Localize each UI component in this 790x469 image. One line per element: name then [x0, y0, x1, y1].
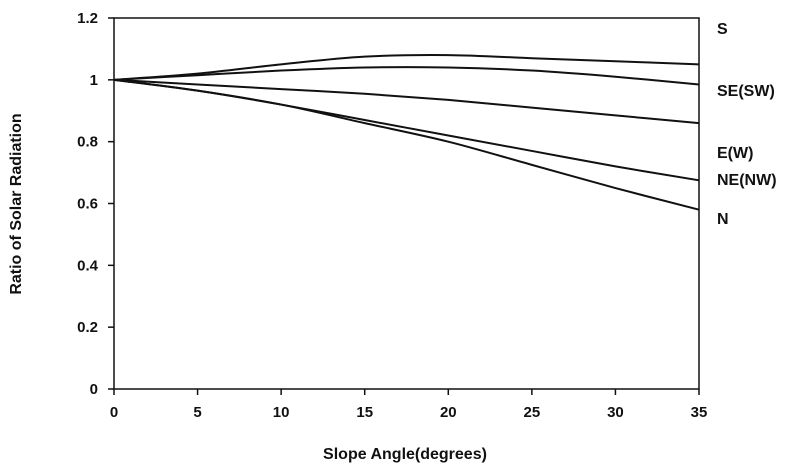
x-axis-title: Slope Angle(degrees) — [323, 446, 487, 463]
y-tick-label: 0 — [90, 381, 98, 398]
y-axis-ticks: 0 0.2 0.4 0.6 0.8 1 1.2 — [77, 10, 114, 398]
x-tick-label: 20 — [440, 404, 457, 421]
series-line-ne-nw — [113, 78, 700, 182]
series-line-n — [113, 78, 700, 211]
series-lines — [113, 54, 700, 211]
series-line-s — [113, 54, 700, 81]
series-line-e-w — [113, 78, 700, 125]
series-labels: S SE(SW) E(W) NE(NW) N — [717, 21, 777, 228]
series-label-s: S — [717, 21, 728, 38]
series-label-ne-nw: NE(NW) — [717, 172, 777, 189]
x-tick-label: 15 — [356, 404, 373, 421]
x-tick-label: 30 — [607, 404, 624, 421]
x-tick-label: 0 — [110, 404, 118, 421]
y-tick-label: 1 — [90, 72, 98, 89]
x-tick-label: 5 — [193, 404, 201, 421]
y-tick-label: 0.2 — [77, 319, 98, 336]
series-line-se-sw — [113, 66, 700, 86]
y-tick-label: 0.8 — [77, 134, 98, 151]
x-tick-label: 10 — [273, 404, 290, 421]
y-tick-label: 0.4 — [77, 257, 99, 274]
x-axis-ticks: 0 5 10 15 20 25 30 35 — [110, 389, 708, 421]
y-axis-title: Ratio of Solar Radiation — [8, 113, 25, 294]
x-tick-label: 25 — [524, 404, 541, 421]
series-label-n: N — [717, 211, 729, 228]
series-label-e-w: E(W) — [717, 145, 753, 162]
y-tick-label: 1.2 — [77, 10, 98, 27]
x-tick-label: 35 — [691, 404, 708, 421]
y-tick-label: 0.6 — [77, 196, 98, 213]
series-label-se-sw: SE(SW) — [717, 83, 775, 100]
